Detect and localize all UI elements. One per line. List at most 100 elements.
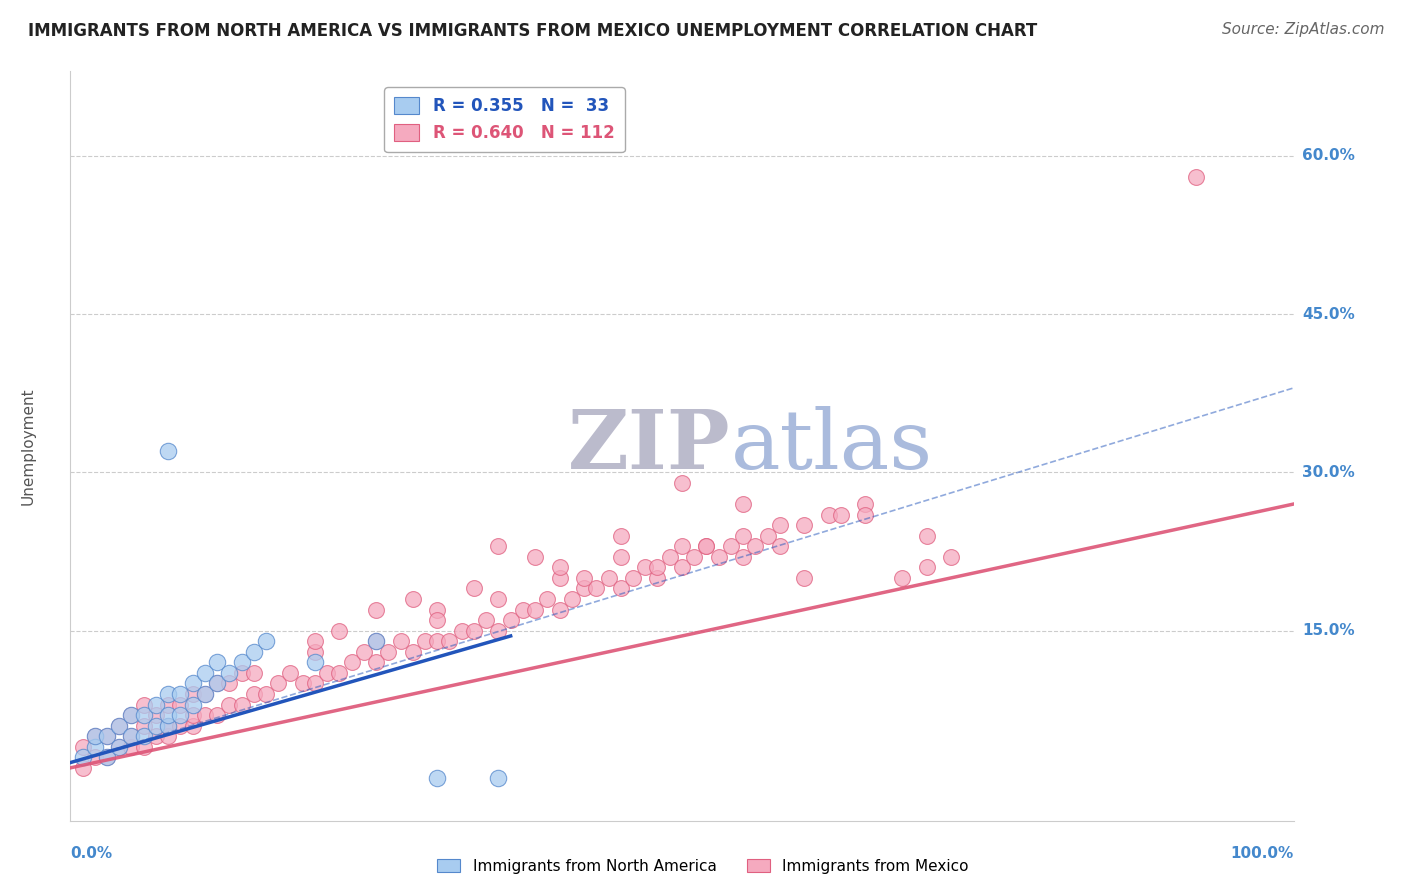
- Point: [1184, 169, 1206, 184]
- Point: [83, 729, 105, 743]
- Point: [218, 698, 240, 712]
- Point: [695, 539, 717, 553]
- Point: [389, 634, 412, 648]
- Point: [72, 739, 94, 754]
- Point: [291, 676, 314, 690]
- Point: [610, 529, 633, 543]
- Point: [194, 665, 217, 680]
- Point: [181, 698, 204, 712]
- Point: [671, 475, 693, 490]
- Point: [145, 729, 167, 743]
- Point: [572, 571, 595, 585]
- Text: 60.0%: 60.0%: [1302, 148, 1355, 163]
- Point: [157, 708, 180, 723]
- Point: [280, 665, 302, 680]
- Point: [426, 634, 449, 648]
- Point: [658, 549, 681, 564]
- Point: [610, 549, 633, 564]
- Point: [121, 708, 143, 723]
- Point: [121, 729, 143, 743]
- Point: [243, 665, 266, 680]
- Point: [194, 687, 217, 701]
- Point: [634, 560, 657, 574]
- Point: [132, 719, 155, 733]
- Point: [488, 592, 510, 607]
- Text: 0.0%: 0.0%: [70, 846, 112, 861]
- Point: [621, 571, 644, 585]
- Point: [194, 708, 217, 723]
- Text: 45.0%: 45.0%: [1302, 307, 1354, 322]
- Point: [157, 687, 180, 701]
- Point: [695, 539, 717, 553]
- Point: [121, 729, 143, 743]
- Point: [426, 613, 449, 627]
- Point: [304, 645, 326, 659]
- Point: [548, 571, 571, 585]
- Point: [915, 529, 938, 543]
- Point: [194, 687, 217, 701]
- Point: [793, 571, 815, 585]
- Point: [548, 602, 571, 616]
- Point: [450, 624, 472, 638]
- Point: [499, 613, 522, 627]
- Text: 100.0%: 100.0%: [1230, 846, 1294, 861]
- Point: [231, 665, 253, 680]
- Point: [304, 634, 326, 648]
- Point: [304, 676, 326, 690]
- Point: [647, 560, 669, 574]
- Point: [855, 508, 877, 522]
- Point: [205, 708, 228, 723]
- Text: atlas: atlas: [731, 406, 934, 486]
- Point: [231, 656, 253, 670]
- Point: [108, 739, 131, 754]
- Point: [524, 602, 547, 616]
- Point: [733, 529, 755, 543]
- Point: [121, 708, 143, 723]
- Point: [218, 665, 240, 680]
- Point: [377, 645, 399, 659]
- Point: [181, 708, 204, 723]
- Point: [366, 634, 388, 648]
- Point: [157, 729, 180, 743]
- Point: [548, 560, 571, 574]
- Point: [463, 624, 485, 638]
- Point: [72, 750, 94, 764]
- Point: [132, 729, 155, 743]
- Point: [488, 772, 510, 786]
- Point: [366, 634, 388, 648]
- Point: [181, 687, 204, 701]
- Text: Source: ZipAtlas.com: Source: ZipAtlas.com: [1222, 22, 1385, 37]
- Text: IMMIGRANTS FROM NORTH AMERICA VS IMMIGRANTS FROM MEXICO UNEMPLOYMENT CORRELATION: IMMIGRANTS FROM NORTH AMERICA VS IMMIGRA…: [28, 22, 1038, 40]
- Point: [536, 592, 558, 607]
- Point: [181, 719, 204, 733]
- Point: [205, 656, 228, 670]
- Point: [304, 656, 326, 670]
- Point: [426, 772, 449, 786]
- Point: [598, 571, 620, 585]
- Point: [353, 645, 375, 659]
- Point: [830, 508, 852, 522]
- Point: [366, 656, 388, 670]
- Point: [915, 560, 938, 574]
- Legend: R = 0.355   N =  33, R = 0.640   N = 112: R = 0.355 N = 33, R = 0.640 N = 112: [384, 87, 624, 152]
- Point: [267, 676, 290, 690]
- Point: [83, 750, 105, 764]
- Point: [132, 739, 155, 754]
- Point: [756, 529, 779, 543]
- Point: [96, 750, 118, 764]
- Point: [720, 539, 742, 553]
- Point: [157, 719, 180, 733]
- Point: [733, 549, 755, 564]
- Point: [402, 592, 425, 607]
- Point: [108, 719, 131, 733]
- Point: [647, 571, 669, 585]
- Point: [169, 698, 191, 712]
- Point: [181, 676, 204, 690]
- Text: ZIP: ZIP: [568, 406, 731, 486]
- Point: [733, 497, 755, 511]
- Point: [572, 582, 595, 596]
- Point: [243, 687, 266, 701]
- Point: [157, 719, 180, 733]
- Point: [817, 508, 839, 522]
- Point: [231, 698, 253, 712]
